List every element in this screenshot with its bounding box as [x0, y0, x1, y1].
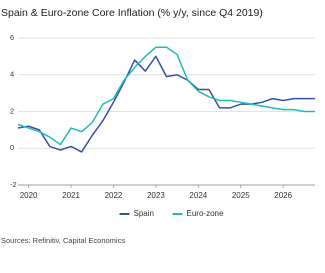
x-tick-label: 2025	[232, 191, 250, 200]
y-tick-label: -2	[10, 180, 17, 189]
x-tick-label: 2020	[20, 191, 38, 200]
y-tick-label: 6	[10, 33, 14, 42]
x-tick-label: 2021	[62, 191, 80, 200]
y-tick-label: 0	[10, 143, 14, 152]
legend-label: Spain	[134, 209, 154, 218]
x-tick-label: 2024	[189, 191, 207, 200]
legend-label: Euro-zone	[187, 209, 224, 218]
series-line	[17, 55, 315, 153]
y-tick-label: 4	[10, 70, 14, 79]
x-tick-label: 2023	[147, 191, 165, 200]
series-line	[17, 46, 315, 146]
x-tick-label: 2026	[274, 191, 292, 200]
source-note: Sources: Refinitiv, Capital Economics	[1, 236, 125, 245]
chart-title: Spain & Euro-zone Core Inflation (% y/y,…	[1, 7, 263, 19]
y-tick-label: 2	[10, 106, 14, 115]
x-tick-label: 2022	[105, 191, 123, 200]
